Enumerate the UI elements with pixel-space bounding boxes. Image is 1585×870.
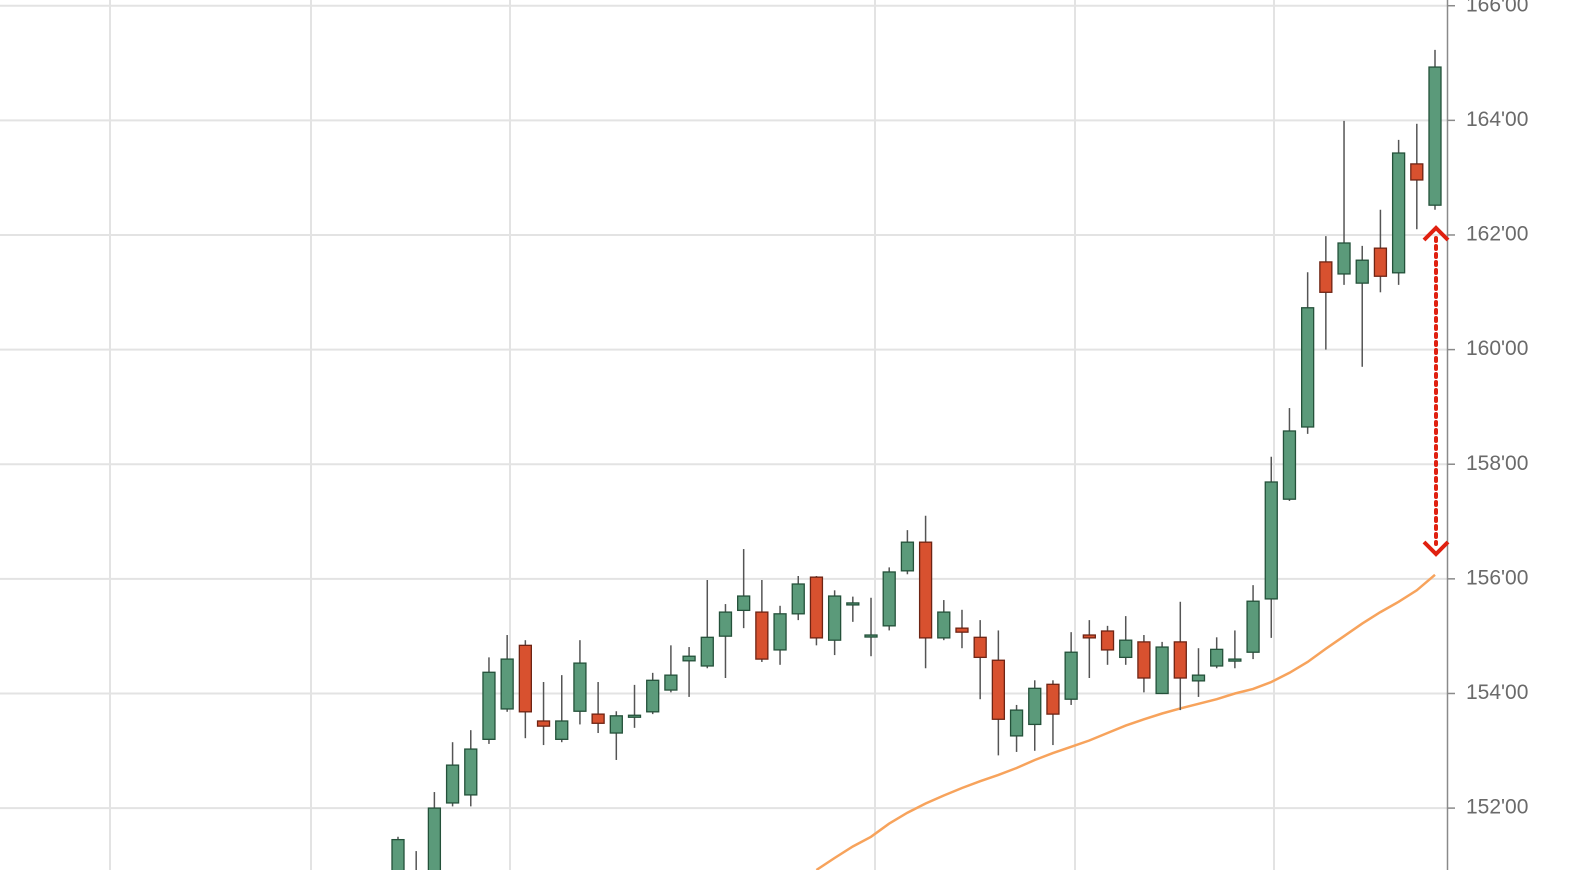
candle-body: [1282, 430, 1297, 500]
y-tick-label: 158'00: [1466, 452, 1528, 475]
y-axis: 152'00 154'00 156'00 158'00 160'00 162'00 164'…: [1447, 0, 1528, 819]
candle-body: [1191, 674, 1206, 682]
candle-body: [918, 541, 933, 639]
y-tick-label: 154'00: [1466, 681, 1528, 704]
candle-body: [1246, 600, 1260, 653]
candle-body: [609, 715, 623, 734]
candle-body: [1373, 247, 1388, 277]
candle-body: [1119, 639, 1133, 659]
candle-body: [755, 611, 769, 660]
candle-body: [1391, 152, 1406, 274]
candle-body: [500, 658, 514, 710]
candle-body: [1355, 259, 1369, 284]
candle-body: [1100, 630, 1115, 651]
candle-body: [900, 541, 915, 572]
candle-body: [646, 679, 660, 713]
candle-body: [591, 713, 605, 724]
grid: [0, 0, 1447, 870]
candle-body: [482, 671, 496, 740]
candle-body: [464, 748, 478, 796]
arrow-head: [1422, 225, 1450, 242]
candle-body: [827, 595, 842, 641]
candle-body: [1337, 242, 1351, 275]
candle-body: [846, 602, 860, 606]
candle-body: [1300, 307, 1315, 428]
candle-body: [1410, 163, 1424, 181]
candle-body: [737, 595, 751, 612]
candle-body: [1082, 634, 1096, 639]
candle-body: [1028, 687, 1042, 726]
candle-body: [664, 674, 678, 691]
y-tick-label: 156'00: [1466, 566, 1528, 589]
candle-body: [1155, 646, 1169, 695]
y-tick-label: 166'00: [1466, 0, 1528, 16]
candle-body: [1173, 641, 1187, 679]
candle-body: [864, 634, 878, 638]
candle-body: [573, 662, 587, 712]
arrow-head: [1422, 540, 1450, 557]
candle-body: [627, 714, 642, 718]
candle-body: [1428, 66, 1442, 206]
candle-body: [973, 636, 987, 659]
candle-body: [391, 838, 405, 870]
candle-body: [882, 571, 896, 627]
candle-body: [427, 807, 442, 870]
y-tick-label: 152'00: [1466, 796, 1528, 819]
candle-body: [445, 764, 460, 804]
y-tick-label: 164'00: [1466, 108, 1528, 131]
candle-body: [682, 655, 696, 662]
candle-body: [1264, 481, 1278, 600]
candle-body: [518, 644, 533, 713]
candle-body: [555, 720, 569, 740]
candle-body: [791, 583, 805, 615]
candle-body: [536, 720, 551, 727]
candle-body: [1228, 658, 1242, 662]
candle-body: [809, 576, 824, 639]
candle-body: [1009, 709, 1024, 737]
moving-average-line: [815, 573, 1436, 870]
candle-body: [1046, 683, 1060, 715]
candle-body: [991, 659, 1006, 720]
candle-body: [955, 627, 969, 633]
y-tick-label: 162'00: [1466, 223, 1528, 246]
candle-body: [773, 613, 787, 651]
candle-body: [1137, 641, 1151, 679]
candle-body: [1064, 651, 1078, 700]
plot-area: [391, 49, 1442, 870]
candle-body: [1319, 261, 1333, 293]
candle-body: [1210, 648, 1224, 667]
y-tick-label: 160'00: [1466, 337, 1528, 360]
candle-body: [937, 611, 951, 639]
candle-body: [718, 611, 733, 637]
range-arrow: [1422, 225, 1450, 557]
candle-body: [700, 636, 714, 667]
